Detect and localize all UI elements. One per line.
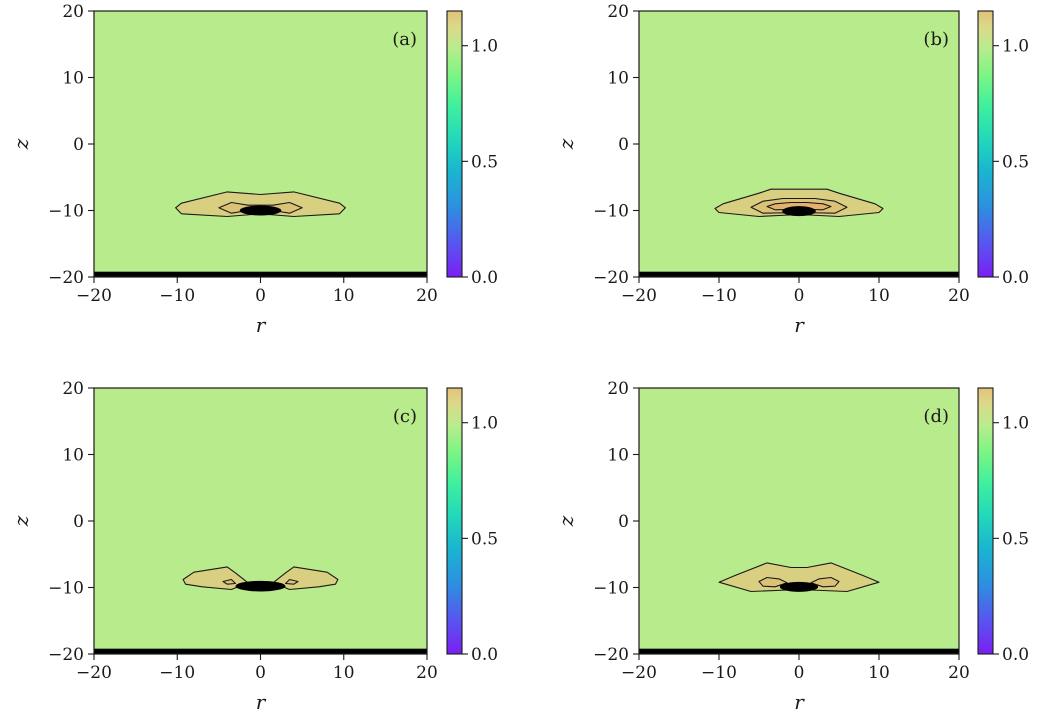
y-axis-label: z <box>554 138 578 150</box>
x-axis-label: r <box>256 313 267 337</box>
contour-0 <box>175 191 346 218</box>
x-tick-label: 10 <box>868 663 890 683</box>
x-tick-label: −10 <box>159 663 195 683</box>
colorbar-tick-label: 1.0 <box>471 37 498 57</box>
x-tick-label: 10 <box>868 286 890 306</box>
y-axis-label: z <box>9 515 33 527</box>
colorbar-tick-label: 0.5 <box>471 152 498 172</box>
x-tick-label: 0 <box>255 286 266 306</box>
x-tick-label: 20 <box>416 286 438 306</box>
y-tick-label: 10 <box>607 69 629 89</box>
x-axis-label: r <box>794 313 805 337</box>
panel-label: (a) <box>392 29 417 50</box>
x-tick-label: −10 <box>159 286 195 306</box>
core <box>782 206 816 217</box>
contour-2 <box>222 578 237 585</box>
x-tick-label: 0 <box>794 286 805 306</box>
x-tick-label: 20 <box>948 663 970 683</box>
field-background <box>639 388 959 654</box>
y-tick-label: 20 <box>62 2 84 22</box>
y-tick-label: −10 <box>593 579 629 599</box>
colorbar <box>446 387 463 655</box>
x-tick-label: 20 <box>948 286 970 306</box>
y-tick-label: 20 <box>607 2 629 22</box>
y-tick-label: 20 <box>62 379 84 399</box>
y-tick-label: −10 <box>48 202 84 222</box>
y-tick-label: −20 <box>48 645 84 665</box>
y-tick-label: 0 <box>73 512 84 532</box>
y-tick-label: −20 <box>48 268 84 288</box>
x-tick-label: 20 <box>416 663 438 683</box>
bottom-band <box>94 271 427 277</box>
panel-label: (d) <box>923 406 949 427</box>
colorbar-tick-label: 0.5 <box>1002 529 1029 549</box>
y-axis-label: z <box>554 515 578 527</box>
y-tick-label: 0 <box>73 135 84 155</box>
panel-label: (c) <box>393 406 417 427</box>
contour-1 <box>758 576 788 588</box>
colorbar-tick-label: 1.0 <box>1002 37 1029 57</box>
bottom-band <box>639 271 959 277</box>
colorbar-tick-label: 0.0 <box>471 268 498 288</box>
x-tick-label: 10 <box>333 286 355 306</box>
x-tick-label: −20 <box>76 286 112 306</box>
colorbar <box>446 10 463 278</box>
bottom-band <box>639 648 959 654</box>
x-axis-label: r <box>794 690 805 714</box>
y-tick-label: 10 <box>62 446 84 466</box>
field-background <box>639 11 959 277</box>
field-background <box>94 388 427 654</box>
y-tick-label: 0 <box>618 512 629 532</box>
colorbar-tick-label: 0.0 <box>471 645 498 665</box>
x-tick-label: −20 <box>621 286 657 306</box>
x-tick-label: 0 <box>794 663 805 683</box>
core <box>779 581 819 592</box>
x-axis-label: r <box>256 690 267 714</box>
x-tick-label: 0 <box>255 663 266 683</box>
colorbar <box>977 387 994 655</box>
colorbar-tick-label: 1.0 <box>471 414 498 434</box>
x-tick-label: −10 <box>701 286 737 306</box>
y-tick-label: 20 <box>607 379 629 399</box>
x-tick-label: −20 <box>76 663 112 683</box>
y-tick-label: −20 <box>593 645 629 665</box>
panel-b: −20 −10 0 10 20 −20 −10 0 10 20 r z (b) 0.0 0.5 1.0 <box>554 2 1029 337</box>
y-tick-label: −10 <box>48 579 84 599</box>
colorbar-tick-label: 0.0 <box>1002 268 1029 288</box>
y-tick-label: −20 <box>593 268 629 288</box>
colorbar-tick-label: 0.5 <box>471 529 498 549</box>
contour-2 <box>810 576 840 588</box>
panel-a: −20 −10 0 10 20 −20 −10 0 10 20 r z (a) 0.0 0.5 1.0 <box>9 2 498 337</box>
core <box>235 580 286 592</box>
core <box>239 205 282 216</box>
y-axis-label: z <box>9 138 33 150</box>
y-tick-label: 10 <box>62 69 84 89</box>
panel-d: −20 −10 0 10 20 −20 −10 0 10 20 r z (d) 0.0 0.5 1.0 <box>554 379 1029 714</box>
y-tick-label: 0 <box>618 135 629 155</box>
colorbar-tick-label: 0.0 <box>1002 645 1029 665</box>
field-background <box>94 11 427 277</box>
x-tick-label: −20 <box>621 663 657 683</box>
contour-3 <box>284 578 299 585</box>
panel-label: (b) <box>923 29 949 50</box>
colorbar-tick-label: 1.0 <box>1002 414 1029 434</box>
colorbar <box>977 10 994 278</box>
x-tick-label: 10 <box>333 663 355 683</box>
panel-c: −20 −10 0 10 20 −20 −10 0 10 20 r z (c) 0.0 0.5 1.0 <box>9 379 498 714</box>
y-tick-label: 10 <box>607 446 629 466</box>
colorbar-tick-label: 0.5 <box>1002 152 1029 172</box>
bottom-band <box>94 648 427 654</box>
y-tick-label: −10 <box>593 202 629 222</box>
x-tick-label: −10 <box>701 663 737 683</box>
